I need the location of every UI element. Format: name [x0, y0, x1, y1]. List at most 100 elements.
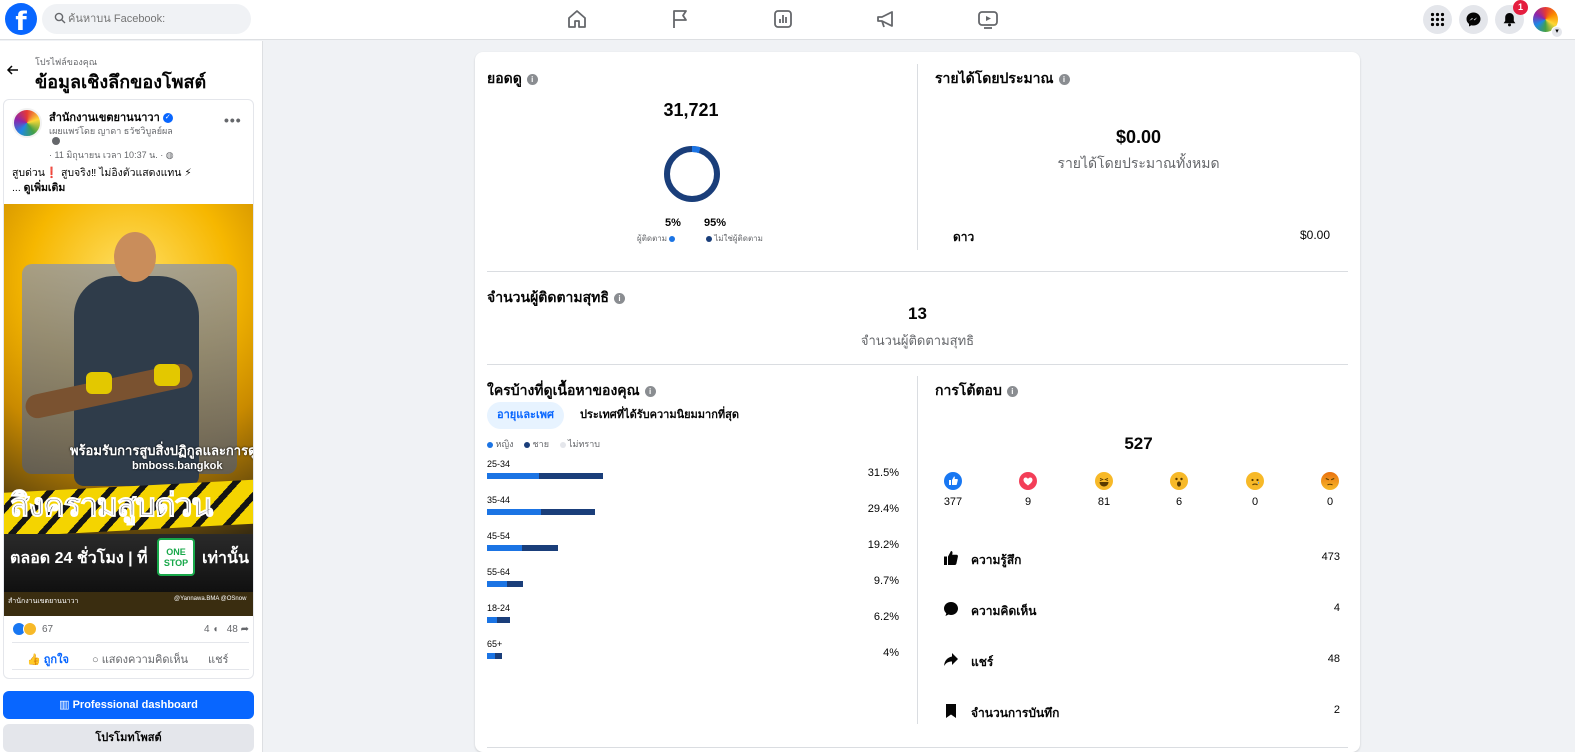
chevron-down-icon[interactable]: ▾: [1551, 26, 1563, 38]
info-dot-icon: [52, 137, 60, 145]
sad-reaction-icon: [1246, 472, 1264, 490]
haha-reaction-icon: [1095, 472, 1113, 490]
share-button[interactable]: แชร์: [208, 650, 228, 668]
age-percent: 6.2%: [873, 611, 899, 623]
post-image[interactable]: พร้อมรับการสูบสิ่งปฏิกูลและการดูดไข bmbo…: [4, 204, 253, 616]
male-dot-icon: [524, 441, 531, 448]
earnings-title: รายได้โดยประมาณ: [935, 70, 1054, 86]
divider: [487, 271, 1348, 272]
net-followers-label: จำนวนผู้ติดตามสุทธิ: [860, 333, 975, 348]
engagement-title: การโต้ตอบ: [935, 382, 1002, 398]
back-arrow-icon[interactable]: [6, 63, 20, 77]
messenger-button[interactable]: [1459, 5, 1488, 34]
info-icon[interactable]: i: [613, 293, 625, 304]
verified-badge-icon: ✓: [162, 113, 173, 124]
engagement-row-shares: แชร์ 48: [943, 651, 1340, 671]
like-button[interactable]: 👍 ถูกใจ: [27, 650, 69, 668]
female-bar: [487, 509, 542, 515]
age-label: 45-54: [487, 531, 511, 541]
divider: [917, 64, 918, 250]
info-icon[interactable]: i: [1006, 386, 1018, 397]
unknown-dot-icon: [559, 441, 566, 448]
page-name: สำนักงานเขตยานนาวา: [49, 112, 160, 124]
messenger-icon: [1466, 12, 1481, 27]
insights-card: ยอดดู i 31,721 5% 95% ผู้ติดตาม ไม่ใช่ผู้…: [475, 52, 1360, 752]
reaction-haha: 81: [1084, 472, 1124, 508]
reaction-count: 9: [1024, 496, 1032, 508]
views-title: ยอดดู: [487, 70, 522, 86]
reaction-wow: 6: [1159, 472, 1199, 508]
age-row: 18-24 6.2%: [487, 603, 899, 631]
image-tagline-handle: bmboss.bangkok: [132, 460, 223, 472]
post-timestamp[interactable]: · 11 มิถุนายน เวลา 10:37 น. · ◍: [49, 148, 174, 162]
engagement-value: 4: [1333, 602, 1340, 614]
stars-label: ดาว: [953, 230, 975, 244]
age-label: 25-34: [487, 459, 511, 469]
facebook-logo[interactable]: f: [5, 3, 37, 35]
insights-icon[interactable]: [772, 8, 794, 30]
post-date-text: · 11 มิถุนายน เวลา 10:37 น. ·: [49, 150, 164, 160]
angry-reaction-icon: [1321, 472, 1339, 490]
reaction-sad: 0: [1235, 472, 1275, 508]
net-followers-total: 13: [908, 304, 927, 323]
comment-button[interactable]: ○ แสดงความคิดเห็น: [92, 650, 188, 668]
reaction-count: 81: [1097, 496, 1111, 508]
bookmark-icon: [946, 704, 956, 718]
non-followers-legend: ไม่ใช่ผู้ติดตาม: [706, 232, 763, 245]
post-action-bar: 👍 ถูกใจ ○ แสดงความคิดเห็น แชร์: [12, 642, 249, 670]
followers-label: ผู้ติดตาม: [637, 234, 668, 243]
legend-unknown: ไม่ทราบ: [568, 439, 601, 449]
engagement-value: 473: [1321, 551, 1340, 563]
megaphone-icon[interactable]: [875, 8, 897, 30]
age-label: 35-44: [487, 495, 511, 505]
non-followers-dot-icon: [706, 235, 712, 242]
age-percent: 29.4%: [867, 503, 899, 515]
age-percent: 4%: [883, 647, 899, 659]
male-bar: [522, 545, 558, 551]
comment-bubble-icon: ○: [92, 654, 99, 666]
see-more-link[interactable]: ดูเพิ่มเติม: [23, 182, 66, 194]
search-icon: [54, 12, 66, 24]
followers-legend: ผู้ติดตาม: [637, 232, 676, 245]
age-label: 55-64: [487, 567, 511, 577]
globe-icon: ◍: [165, 150, 174, 160]
info-icon[interactable]: i: [526, 74, 538, 85]
followers-percent: 5%: [665, 217, 681, 229]
search-input[interactable]: [68, 4, 243, 34]
info-icon[interactable]: i: [644, 386, 656, 397]
promote-post-button[interactable]: โปรโมทโพสต์: [3, 724, 254, 752]
views-total: 31,721: [663, 100, 719, 120]
engagement-value: 2: [1333, 704, 1340, 716]
like-reaction-icon: [944, 472, 962, 490]
age-percent: 31.5%: [867, 467, 899, 479]
video-icon[interactable]: [977, 8, 999, 30]
earnings-total-label: รายได้โดยประมาณทั้งหมด: [1057, 155, 1220, 171]
reaction-count: 0: [1251, 496, 1259, 508]
professional-dashboard-label: Professional dashboard: [72, 699, 198, 711]
image-tagline: พร้อมรับการสูบสิ่งปฏิกูลและการดูดไข: [70, 443, 253, 458]
search-box[interactable]: [42, 4, 251, 34]
page-avatar[interactable]: [12, 108, 42, 138]
image-only-text: เท่านั้น: [202, 550, 249, 567]
flag-icon[interactable]: [669, 8, 691, 30]
breadcrumb[interactable]: โปรไฟล์ของคุณ: [35, 57, 98, 67]
engagement-label: แชร์: [971, 655, 994, 669]
like-label: ถูกใจ: [43, 654, 69, 666]
female-bar: [487, 545, 523, 551]
page-name-link[interactable]: สำนักงานเขตยานนาวา ✓: [49, 108, 173, 126]
share-icon: ➦: [240, 624, 249, 635]
menu-grid-button[interactable]: [1423, 5, 1452, 34]
female-bar: [487, 581, 507, 587]
professional-dashboard-button[interactable]: ▥ Professional dashboard: [3, 691, 254, 719]
reaction-summary[interactable]: 67 4 ◖ 48 ➦: [12, 622, 249, 638]
non-followers-arc: [664, 146, 720, 202]
tab-age-gender[interactable]: อายุและเพศ: [487, 402, 564, 429]
comment-share-counts: 4 ◖ 48 ➦: [204, 624, 249, 635]
tab-top-countries[interactable]: ประเทศที่ได้รับความนิยมมากที่สุด: [580, 409, 739, 421]
stars-value: $0.00: [1299, 228, 1330, 242]
reaction-angry: 0: [1310, 472, 1350, 508]
divider: [487, 364, 1348, 365]
info-icon[interactable]: i: [1058, 74, 1070, 85]
more-options-icon[interactable]: •••: [224, 112, 242, 128]
home-icon[interactable]: [566, 8, 588, 30]
